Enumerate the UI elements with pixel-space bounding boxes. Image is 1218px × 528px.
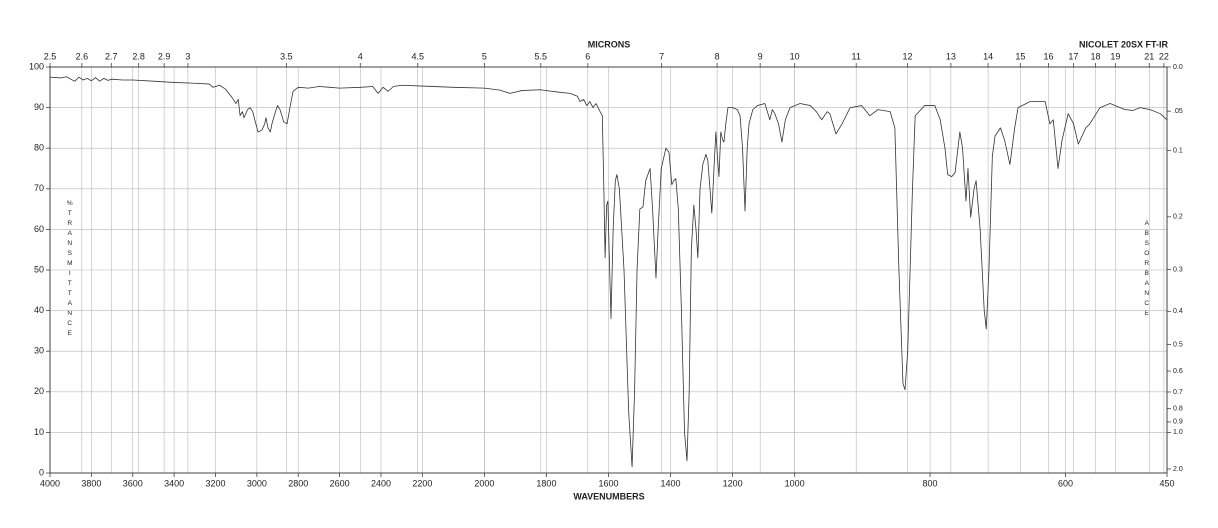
x2-tick-label: 2.9 bbox=[158, 51, 171, 61]
x-tick-label: 450 bbox=[1159, 478, 1174, 488]
y2-tick-label: 0.3 bbox=[1173, 266, 1183, 273]
x2-tick-label: 18 bbox=[1091, 51, 1101, 61]
x2-tick-label: 2.5 bbox=[44, 51, 57, 61]
x2-tick-label: 10 bbox=[790, 51, 800, 61]
x2-tick-label: 22 bbox=[1159, 51, 1169, 61]
x2-tick-label: 6 bbox=[585, 51, 590, 61]
y-tick-label: 60 bbox=[34, 224, 44, 234]
y2-tick-label: .05 bbox=[1173, 108, 1183, 115]
x-tick-label: 1800 bbox=[536, 478, 556, 488]
x2-tick-label: 9 bbox=[758, 51, 763, 61]
y-tick-label: 40 bbox=[34, 305, 44, 315]
y2-tick-label: 0.2 bbox=[1173, 214, 1183, 221]
x2-tick-label: 4.5 bbox=[411, 51, 424, 61]
plot-frame bbox=[49, 66, 1168, 474]
x2-axis-label: MICRONS bbox=[588, 39, 631, 49]
y2-tick-label: 0.7 bbox=[1173, 389, 1183, 396]
y-tick-label: 20 bbox=[34, 386, 44, 396]
x2-tick-label: 4 bbox=[358, 51, 363, 61]
x2-tick-label: 2.6 bbox=[76, 51, 89, 61]
x-tick-label: 2600 bbox=[330, 478, 350, 488]
x2-tick-label: 3 bbox=[185, 51, 190, 61]
y2-tick-label: 0.1 bbox=[1173, 147, 1183, 154]
y-tick-label: 70 bbox=[34, 183, 44, 193]
x-tick-label: 1600 bbox=[598, 478, 618, 488]
x2-tick-label: 16 bbox=[1044, 51, 1054, 61]
y-tick-label: 50 bbox=[34, 264, 44, 274]
x2-tick-label: 12 bbox=[902, 51, 912, 61]
y2-tick-label: 0.4 bbox=[1173, 308, 1183, 315]
x2-tick-label: 3.5 bbox=[280, 51, 293, 61]
x2-tick-label: 19 bbox=[1110, 51, 1120, 61]
x-tick-label: 3400 bbox=[164, 478, 184, 488]
x2-tick-label: 5.5 bbox=[535, 51, 548, 61]
x2-tick-label: 8 bbox=[715, 51, 720, 61]
x2-tick-label: 2.8 bbox=[132, 51, 145, 61]
x-tick-label: 3600 bbox=[123, 478, 143, 488]
x2-tick-label: 14 bbox=[983, 51, 993, 61]
spectrum-line bbox=[49, 76, 1168, 468]
x-tick-label: 1000 bbox=[785, 478, 805, 488]
x2-tick-label: 2.7 bbox=[105, 51, 118, 61]
x2-tick-label: 5 bbox=[482, 51, 487, 61]
y-tick-label: 10 bbox=[34, 427, 44, 437]
x2-tick-label: 13 bbox=[946, 51, 956, 61]
y2-tick-label: 0.9 bbox=[1173, 419, 1183, 426]
x-tick-label: 2000 bbox=[474, 478, 494, 488]
chart-title: NICOLET 20SX FT-IR bbox=[1079, 39, 1169, 49]
y2-tick-label: 0.0 bbox=[1173, 64, 1183, 71]
x-tick-label: 2400 bbox=[371, 478, 391, 488]
y2-tick-label: 0.6 bbox=[1173, 368, 1183, 375]
y-tick-label: 90 bbox=[34, 102, 44, 112]
x-tick-label: 2200 bbox=[412, 478, 432, 488]
y2-tick-label: 1.0 bbox=[1173, 429, 1183, 436]
x-tick-label: 600 bbox=[1058, 478, 1073, 488]
y2-tick-label: 0.8 bbox=[1173, 405, 1183, 412]
x-tick-label: 3200 bbox=[205, 478, 225, 488]
y-tick-label: 0 bbox=[39, 467, 44, 477]
y-tick-label: 80 bbox=[34, 143, 44, 153]
x-tick-label: 800 bbox=[923, 478, 938, 488]
y-tick-label: 30 bbox=[34, 346, 44, 356]
x-tick-label: 1400 bbox=[661, 478, 681, 488]
y-tick-label: 100 bbox=[29, 61, 44, 71]
x2-tick-label: 15 bbox=[1015, 51, 1025, 61]
x-tick-label: 4000 bbox=[40, 478, 60, 488]
x-tick-label: 1200 bbox=[723, 478, 743, 488]
x-tick-label: 2800 bbox=[288, 478, 308, 488]
x-tick-label: 3000 bbox=[247, 478, 267, 488]
x-tick-label: 3800 bbox=[81, 478, 101, 488]
x2-tick-label: 11 bbox=[852, 51, 861, 61]
x2-tick-label: 17 bbox=[1068, 51, 1078, 61]
y2-tick-label: 0.5 bbox=[1173, 341, 1183, 348]
x-axis-label: WAVENUMBERS bbox=[573, 491, 644, 501]
x2-tick-label: 21 bbox=[1144, 51, 1154, 61]
y2-tick-label: 2.0 bbox=[1173, 466, 1183, 473]
x2-tick-label: 7 bbox=[659, 51, 664, 61]
